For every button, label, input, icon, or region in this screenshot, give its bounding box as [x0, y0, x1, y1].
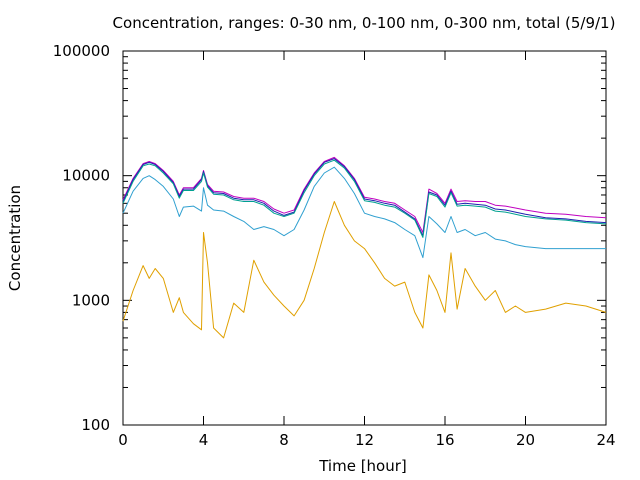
x-tick-label: 0: [118, 431, 128, 449]
chart-title: Concentration, ranges: 0-30 nm, 0-100 nm…: [113, 14, 616, 32]
y-axis: 100 1000 10000 100000: [53, 42, 606, 434]
series-line-5: [122, 201, 607, 339]
x-tick-label: 24: [596, 431, 615, 449]
y-axis-label: Concentration: [6, 185, 24, 291]
x-tick-label: 12: [355, 431, 374, 449]
y-tick-label: 10000: [62, 167, 110, 185]
series-line-2: [122, 158, 607, 237]
series-lines: [122, 156, 607, 339]
plot-frame: [122, 50, 607, 426]
series-line-3: [122, 159, 607, 238]
series-line-1: [122, 156, 607, 233]
x-axis: 0 4 8 12 16 20 24: [118, 51, 616, 449]
y-tick-label: 1000: [72, 291, 110, 309]
x-tick-label: 16: [435, 431, 454, 449]
series-line-4: [122, 166, 606, 259]
x-axis-label: Time [hour]: [318, 457, 407, 475]
x-tick-label: 20: [516, 431, 535, 449]
y-tick-label: 100000: [53, 42, 110, 60]
y-tick-label: 100: [81, 416, 110, 434]
x-tick-label: 4: [199, 431, 209, 449]
x-tick-label: 8: [279, 431, 289, 449]
